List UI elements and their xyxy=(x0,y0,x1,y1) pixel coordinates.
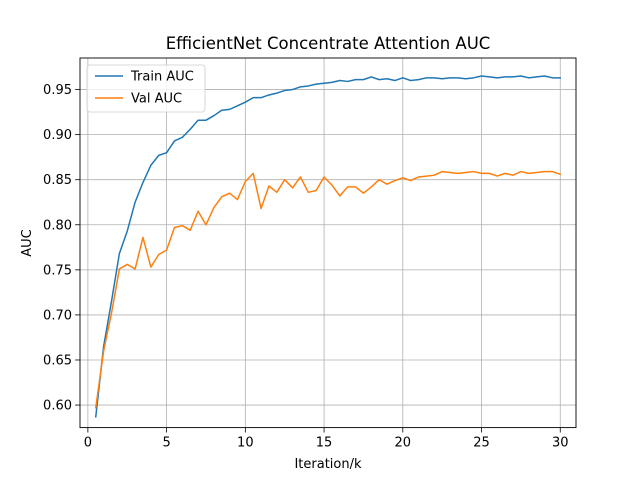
y-tick-label: 0.60 xyxy=(43,399,72,414)
x-tick-label: 25 xyxy=(473,436,490,451)
x-tick-label: 5 xyxy=(162,436,170,451)
x-axis: 0 5 10 15 20 25 30 xyxy=(84,427,569,451)
plot-area xyxy=(80,58,576,428)
x-tick-label: 15 xyxy=(316,436,333,451)
legend: Train AUC Val AUC xyxy=(86,64,206,113)
y-tick-label: 0.75 xyxy=(43,263,72,278)
y-tick-label: 0.80 xyxy=(43,218,72,233)
chart-title: EfficientNet Concentrate Attention AUC xyxy=(166,34,491,53)
legend-label: Train AUC xyxy=(130,70,194,85)
x-axis-label: Iteration/k xyxy=(294,457,362,472)
x-tick-label: 10 xyxy=(237,436,254,451)
plot-frame xyxy=(79,57,577,429)
y-tick-label: 0.85 xyxy=(43,173,72,188)
y-tick-label: 0.90 xyxy=(43,128,72,143)
series-layer xyxy=(94,75,562,418)
y-axis-label: AUC xyxy=(20,229,35,257)
legend-label: Val AUC xyxy=(131,92,182,107)
x-tick-label: 20 xyxy=(395,436,412,451)
grid xyxy=(80,58,576,428)
x-tick-label: 30 xyxy=(552,436,569,451)
series-line-val-auc xyxy=(94,170,562,409)
series-line-train-auc xyxy=(94,75,561,418)
y-tick-label: 0.95 xyxy=(43,83,72,98)
y-tick-label: 0.65 xyxy=(43,353,72,368)
x-tick-label: 0 xyxy=(84,436,92,451)
y-tick-label: 0.70 xyxy=(43,308,72,323)
y-axis: 0.60 0.65 0.70 0.75 0.80 0.85 0.90 0.95 xyxy=(43,83,80,414)
